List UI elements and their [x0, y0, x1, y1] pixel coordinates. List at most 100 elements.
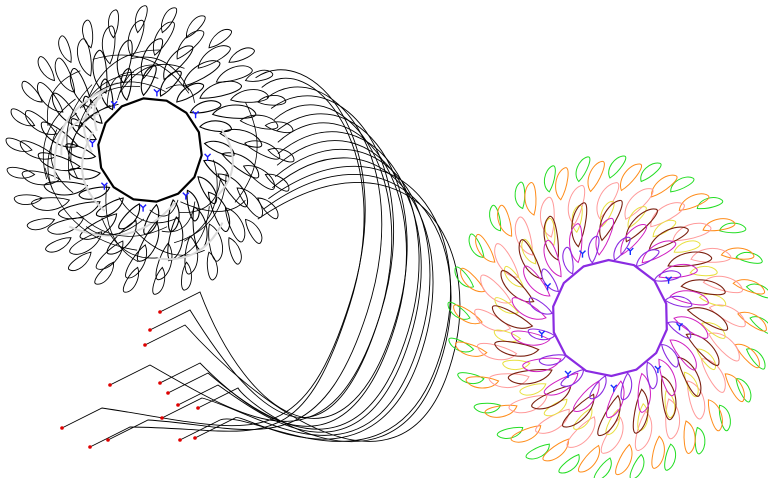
ring-marker: [204, 153, 212, 161]
colored-petal: [683, 420, 696, 454]
ring-petal: [5, 137, 33, 152]
tail-end-dot: [143, 343, 147, 347]
ring-petal: [79, 213, 118, 240]
tail-end-dot: [160, 416, 164, 420]
ring-petal: [208, 28, 233, 49]
tail-end-dot: [88, 445, 92, 449]
colored-petal: [543, 165, 556, 193]
ring-petal: [95, 240, 124, 270]
ring-petal: [215, 65, 253, 83]
ring-marker: [110, 100, 118, 109]
colored-petal: [531, 384, 572, 410]
colored-petal: [625, 208, 658, 243]
colored-petal: [689, 265, 718, 277]
ring-petal: [106, 219, 137, 255]
ring-petal: [19, 140, 56, 160]
ring-petal: [67, 251, 92, 272]
colored-marker: [654, 365, 662, 374]
ring-swirl: [119, 63, 185, 94]
colored-petal: [673, 316, 709, 339]
ring-petal: [101, 25, 116, 65]
ring-petal: [153, 21, 175, 56]
colored-petal: [629, 453, 645, 478]
ring-petal: [95, 197, 124, 218]
colored-petal: [605, 380, 625, 419]
ring-petal: [207, 191, 231, 232]
ring-petal: [21, 80, 43, 103]
ring-petal: [264, 121, 294, 134]
colored-petal: [489, 204, 502, 232]
ring-petal: [182, 60, 221, 87]
ring-tail: [144, 182, 461, 442]
ring-petal: [176, 30, 205, 60]
colored-petal: [572, 380, 600, 412]
colored-petal: [510, 425, 542, 443]
ring-petal: [54, 57, 76, 93]
colored-petal: [708, 332, 740, 362]
ring-petal: [58, 35, 72, 63]
ring-petal: [219, 128, 263, 148]
colored-petal: [468, 233, 485, 258]
colored-petal: [508, 395, 548, 414]
ring-petal: [118, 203, 141, 230]
colored-petal: [599, 199, 623, 242]
colored-petal: [538, 354, 567, 366]
ring-marker: [88, 139, 96, 148]
ring-swirl: [234, 102, 258, 203]
colored-petal: [511, 297, 547, 320]
ring-tail: [159, 113, 408, 419]
tail-end-dot: [148, 328, 152, 332]
ring-petal: [217, 173, 249, 208]
ring-petal: [203, 140, 235, 157]
colored-petal: [519, 383, 547, 396]
colored-petal: [543, 398, 568, 417]
ring-petal: [228, 47, 255, 63]
ring-petal: [108, 9, 119, 39]
ring-swirl: [46, 70, 81, 126]
ring-petal: [6, 166, 36, 179]
ring-petal: [181, 261, 192, 291]
ring-swirl: [118, 197, 179, 224]
colored-petal: [700, 358, 726, 393]
colored-petal: [732, 279, 765, 295]
ring-swirl: [66, 84, 93, 179]
colored-petal: [465, 376, 500, 389]
ring-petal: [69, 231, 103, 255]
colored-petal: [695, 348, 717, 371]
colored-petal: [587, 235, 600, 264]
colored-petal: [640, 162, 662, 183]
ring-petal: [184, 235, 199, 275]
colored-petal: [653, 270, 682, 282]
ring-tail: [89, 77, 365, 448]
colored-petal: [669, 290, 709, 306]
colored-petal: [454, 266, 475, 288]
colored-petal: [494, 243, 520, 278]
colored-petal: [635, 249, 660, 268]
colored-petal: [575, 156, 591, 183]
ring-swirl: [184, 159, 218, 242]
ring-tail: [197, 174, 452, 442]
colored-petal: [605, 408, 621, 436]
tail-end-dot: [178, 438, 182, 442]
colored-petal: [502, 359, 531, 371]
tail-end-dot: [196, 406, 200, 410]
colored-petal: [562, 246, 574, 275]
ring-petal: [78, 186, 111, 200]
tail-end-dot: [158, 381, 162, 385]
ring-swirl: [105, 184, 139, 263]
ring-petal: [136, 220, 160, 262]
ring-petal: [208, 223, 224, 262]
colored-marker: [579, 250, 586, 258]
colored-ring-figure: [447, 155, 768, 478]
ring-petal: [47, 217, 85, 235]
colored-petal: [735, 378, 752, 403]
colored-petal: [666, 321, 692, 339]
ring-petal: [186, 15, 206, 39]
tail-end-dot: [60, 426, 64, 430]
ring-swirl: [50, 129, 74, 194]
ring-swirl: [106, 71, 134, 108]
colored-petal: [702, 218, 736, 232]
ring-petal: [31, 197, 71, 211]
ring-swirl: [44, 167, 138, 251]
ring-petal: [186, 189, 200, 222]
